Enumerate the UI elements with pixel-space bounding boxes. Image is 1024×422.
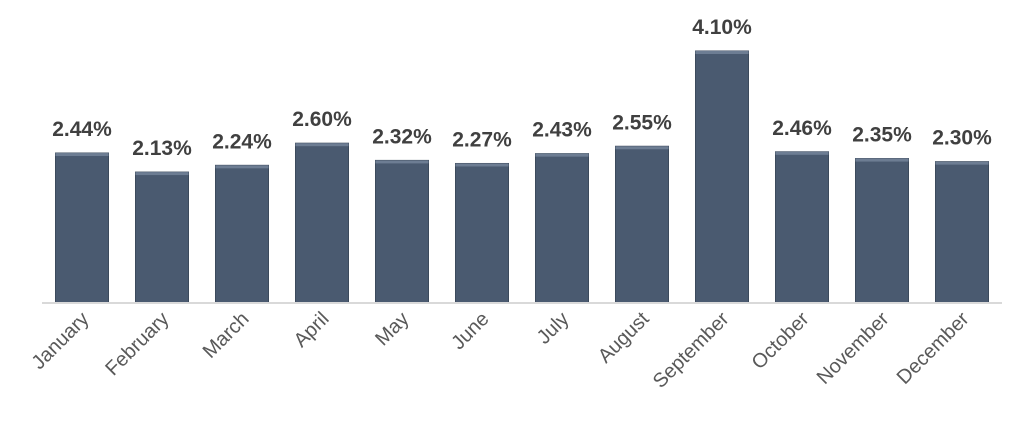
bar-highlight [215,165,269,169]
x-tick-labels-group: January February March April May June July Augu… [28,308,974,393]
x-tick-label: November [813,308,894,389]
bar-highlight [375,160,429,164]
data-label: 2.27% [452,128,512,151]
x-tick-label: March [199,308,254,363]
x-tick-label: February [101,308,173,380]
x-tick-label: October [748,308,814,374]
data-label: 2.55% [612,111,672,134]
bar-highlight [695,51,749,54]
bar-april [295,142,349,304]
data-label: 2.43% [532,119,592,142]
bar-may [375,159,429,304]
x-tick-label: May [371,308,413,350]
bar-september [695,50,749,304]
bar-july [535,153,589,304]
x-tick-label: January [28,308,94,374]
x-tick-label: September [649,308,734,393]
bar-june [455,162,509,304]
data-label: 4.10% [692,16,752,39]
data-label: 2.44% [52,118,112,141]
x-tick-label: June [447,308,493,354]
data-label: 2.46% [772,117,832,140]
bar-highlight [775,151,829,155]
data-label: 2.24% [212,130,272,153]
data-label: 2.35% [852,124,912,147]
bar-highlight [455,163,509,167]
bar-highlight [615,146,669,150]
bar-march [215,164,269,304]
data-label: 2.13% [132,137,192,160]
data-labels-group: 2.44% 2.13% 2.24% 2.60% 2.32% 2.27% 2.43% 2.55%… [52,16,992,160]
bar-december [935,161,989,304]
bar-highlight [135,172,189,176]
bar-highlight [855,158,909,162]
data-label: 2.60% [292,108,352,131]
data-label: 2.32% [372,125,432,148]
x-tick-label: July [533,308,574,349]
bar-highlight [295,143,349,147]
bar-highlight [55,153,109,157]
x-tick-label: April [290,308,334,352]
bar-november [855,158,909,304]
bar-august [615,145,669,304]
bar-highlight [935,161,989,165]
bar-october [775,151,829,304]
x-tick-label: December [893,308,974,389]
bars-group [55,50,989,304]
x-tick-label: August [594,308,654,368]
bar-highlight [535,153,589,157]
bar-january [55,152,109,304]
data-label: 2.30% [932,127,992,150]
bar-february [135,171,189,304]
